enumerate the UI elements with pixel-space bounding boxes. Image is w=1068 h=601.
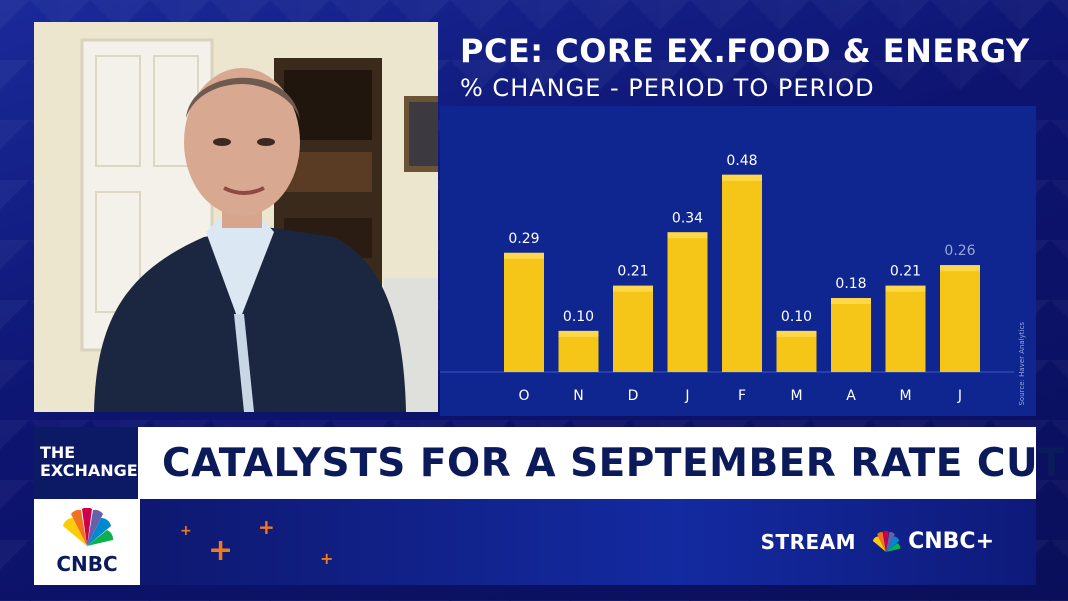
x-tick-label: F	[738, 388, 746, 404]
chart-bar-cap	[940, 265, 980, 272]
data-label: 0.48	[726, 153, 757, 169]
source-note: Source: Haver Analytics	[1018, 322, 1026, 406]
chart-area: 0.29 O 0.10 N 0.21 D 0.34 J 0.48 F 0.10 M 0.18 A 0.21 M…	[440, 106, 1036, 416]
chart-bar-cap	[885, 285, 926, 292]
stream-brand: CNBC+	[908, 529, 994, 554]
data-label: 0.10	[781, 309, 812, 325]
speaker-video-feed	[34, 22, 438, 412]
data-label: 0.34	[672, 210, 703, 226]
chart-bar-cap	[831, 298, 871, 305]
stream-promo: STREAM CNBC+	[761, 529, 994, 554]
x-tick-label: M	[899, 388, 911, 404]
plus-decoration-icon: +	[320, 549, 334, 568]
show-name-line1: THE	[40, 443, 76, 462]
peacock-icon	[872, 530, 901, 552]
show-name-line2: EXCHANGE	[40, 461, 138, 480]
bottom-strip: + + + + STREAM CNBC+	[140, 499, 1036, 585]
stream-label: STREAM	[760, 529, 857, 554]
chart-panel: PCE: CORE EX.FOOD & ENERGY % CHANGE - PE…	[440, 22, 1036, 416]
x-tick-label: J	[684, 388, 689, 404]
chart-bar-cap	[776, 330, 817, 337]
data-label: 0.26	[944, 243, 975, 259]
chart-bar	[776, 330, 817, 372]
bar-chart: 0.29 O 0.10 N 0.21 D 0.34 J 0.48 F 0.10 M 0.18 A 0.21 M…	[440, 153, 1014, 404]
chart-title: PCE: CORE EX.FOOD & ENERGY	[460, 32, 1030, 70]
chart-bar	[722, 174, 762, 372]
chart-bar	[667, 232, 708, 372]
data-label: 0.10	[563, 309, 594, 325]
x-tick-label: O	[518, 388, 529, 404]
data-label: 0.18	[835, 276, 866, 292]
chart-subtitle: % CHANGE - PERIOD TO PERIOD	[460, 74, 875, 102]
chart-bar	[504, 252, 544, 372]
x-tick-label: D	[628, 388, 639, 404]
x-tick-label: M	[790, 388, 802, 404]
data-label: 0.29	[508, 231, 539, 247]
chart-bar-cap	[504, 252, 544, 259]
x-tick-label: N	[573, 388, 583, 404]
data-label: 0.21	[890, 264, 921, 280]
chart-bar-cap	[558, 330, 599, 337]
speaker-image	[34, 22, 438, 412]
plus-decoration-icon: +	[180, 523, 192, 539]
data-label: 0.21	[617, 264, 648, 280]
headline-text: CATALYSTS FOR A SEPTEMBER RATE CUT	[162, 440, 1066, 486]
chart-bar	[885, 285, 926, 372]
lower-third: THE EXCHANGE CATALYSTS FOR A SEPTEMBER R…	[34, 427, 1065, 499]
chart-bar	[940, 265, 980, 372]
plus-decoration-icon: +	[258, 515, 275, 539]
x-tick-label: A	[846, 388, 856, 404]
logo-text: CNBC	[56, 552, 118, 576]
headline-bar: CATALYSTS FOR A SEPTEMBER RATE CUT	[138, 427, 1065, 499]
chart-bar	[613, 285, 653, 372]
chart-bar-cap	[667, 232, 708, 239]
chart-bar	[558, 330, 599, 372]
show-name-tag: THE EXCHANGE	[34, 427, 138, 499]
chart-bar-cap	[722, 174, 762, 181]
chart-bar-cap	[613, 285, 653, 292]
peacock-icon	[63, 508, 114, 546]
cnbc-logo: CNBC	[34, 499, 140, 585]
chart-bar	[831, 298, 871, 372]
x-tick-label: J	[957, 388, 962, 404]
plus-decoration-icon: +	[208, 533, 234, 568]
